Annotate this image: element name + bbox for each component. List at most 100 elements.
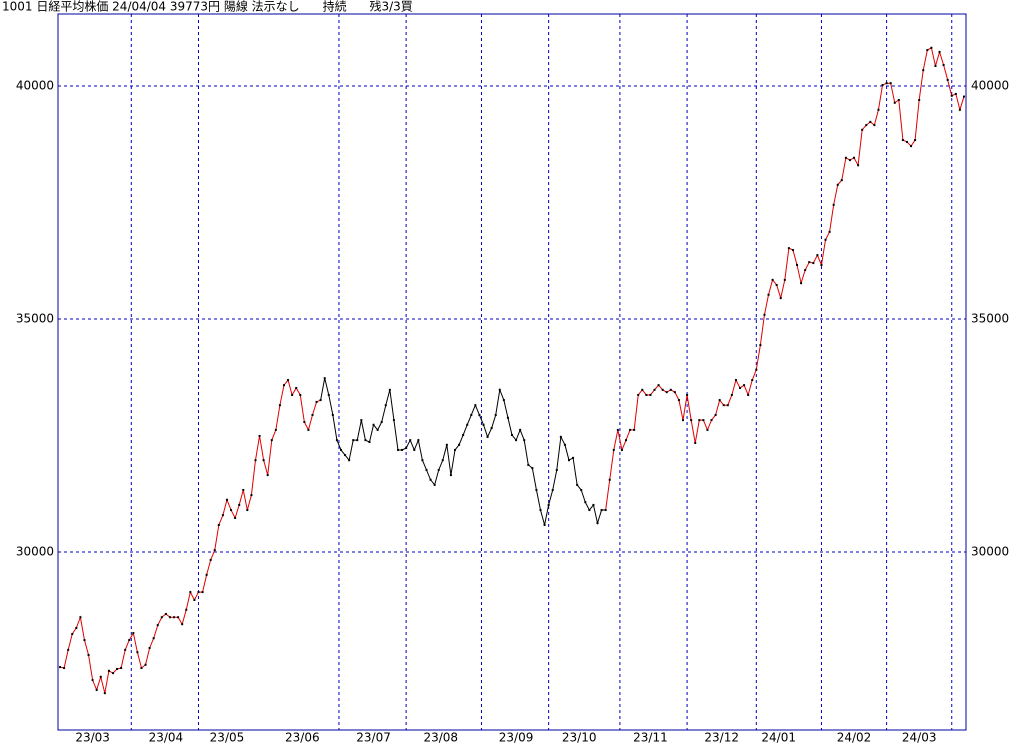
price-point — [645, 393, 648, 396]
price-point — [686, 393, 689, 396]
price-point — [840, 179, 843, 182]
price-point — [323, 377, 326, 380]
price-point — [213, 549, 216, 552]
price-point — [99, 675, 102, 678]
price-point — [388, 388, 391, 391]
price-point — [111, 672, 114, 675]
price-point — [339, 448, 342, 451]
price-point — [250, 494, 253, 497]
price-point — [555, 468, 558, 471]
price-point — [596, 522, 599, 525]
price-point — [572, 456, 575, 459]
price-point — [278, 404, 281, 407]
price-point — [234, 516, 237, 519]
price-point — [877, 108, 880, 111]
price-point — [291, 393, 294, 396]
price-point — [266, 474, 269, 477]
x-tick-label: 23/11 — [633, 731, 668, 745]
price-point — [486, 435, 489, 438]
x-tick-label: 23/07 — [356, 731, 391, 745]
price-point — [197, 591, 200, 594]
price-point — [657, 384, 660, 387]
price-point — [710, 419, 713, 422]
price-point — [800, 282, 803, 285]
price-point — [706, 428, 709, 431]
price-point — [649, 393, 652, 396]
price-point — [225, 498, 228, 501]
price-point — [458, 443, 461, 446]
price-point — [958, 108, 961, 111]
price-point — [690, 419, 693, 422]
price-point — [498, 388, 501, 391]
price-point — [421, 459, 424, 462]
price-point — [954, 92, 957, 95]
chart-title: 1001 日経平均株価 24/04/04 39773円 陽線 法示なし 持続 残… — [2, 0, 413, 14]
price-point — [417, 439, 420, 442]
x-tick-label: 23/12 — [704, 731, 739, 745]
x-tick-label: 23/08 — [423, 731, 458, 745]
price-point — [543, 523, 546, 526]
price-point — [295, 386, 298, 389]
price-point — [425, 468, 428, 471]
price-point — [384, 404, 387, 407]
price-point — [466, 423, 469, 426]
price-point — [804, 269, 807, 272]
price-point — [535, 489, 538, 492]
price-point — [335, 439, 338, 442]
price-point — [120, 667, 123, 670]
price-point — [665, 391, 668, 394]
price-point — [844, 156, 847, 159]
price-point — [59, 666, 62, 669]
price-point — [87, 653, 90, 656]
price-point — [726, 404, 729, 407]
x-tick-label: 24/01 — [761, 731, 796, 745]
price-point — [246, 509, 249, 512]
price-point — [796, 263, 799, 266]
price-point — [824, 238, 827, 241]
price-point — [653, 388, 656, 391]
price-point — [551, 489, 554, 492]
price-point — [396, 448, 399, 451]
price-point — [763, 313, 766, 316]
price-point — [661, 388, 664, 391]
price-point — [629, 428, 632, 431]
price-point — [254, 459, 257, 462]
price-point — [889, 82, 892, 85]
price-point — [816, 254, 819, 257]
price-point — [934, 64, 937, 67]
price-point — [641, 388, 644, 391]
x-tick-label: 24/02 — [837, 731, 872, 745]
price-point — [767, 293, 770, 296]
price-point — [869, 120, 872, 123]
price-point — [914, 139, 917, 142]
price-point — [523, 439, 526, 442]
price-point — [946, 78, 949, 81]
price-point — [83, 639, 86, 642]
price-point — [873, 124, 876, 127]
price-point — [771, 278, 774, 281]
price-point — [962, 95, 965, 98]
price-point — [759, 344, 762, 347]
price-point — [152, 637, 155, 640]
price-point — [478, 413, 481, 416]
price-point — [433, 483, 436, 486]
price-point — [156, 624, 159, 627]
price-point — [751, 379, 754, 382]
price-point — [950, 94, 953, 97]
price-point — [177, 616, 180, 619]
price-point — [368, 441, 371, 444]
price-point — [441, 459, 444, 462]
price-point — [905, 140, 908, 143]
price-point — [319, 399, 322, 402]
price-point — [482, 423, 485, 426]
x-tick-label: 23/04 — [149, 731, 184, 745]
price-point — [193, 598, 196, 601]
price-point — [531, 467, 534, 470]
price-point — [519, 428, 522, 431]
price-point — [633, 428, 636, 431]
price-point — [893, 101, 896, 104]
price-point — [787, 247, 790, 250]
price-point — [327, 393, 330, 396]
price-point — [63, 667, 66, 670]
price-point — [812, 262, 815, 265]
